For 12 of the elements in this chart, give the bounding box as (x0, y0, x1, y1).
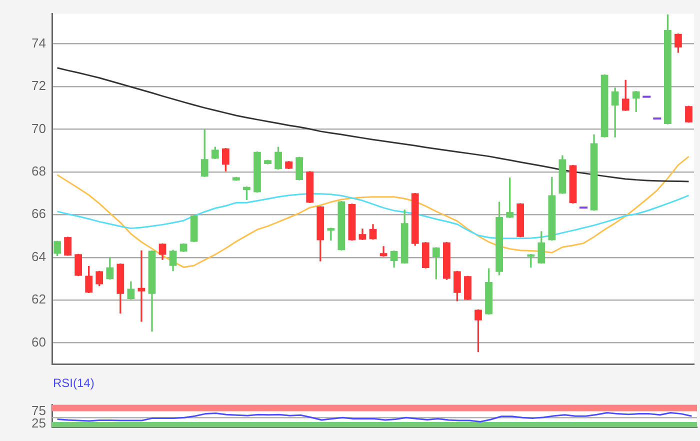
y-tick-label: 75 (32, 402, 46, 418)
y-tick-label: 25 (32, 416, 46, 431)
y-tick-label: 72 (32, 78, 46, 94)
chart-title: RSI(14) (53, 376, 94, 390)
y-tick-label: 64 (32, 248, 46, 264)
y-tick-label: 60 (32, 334, 46, 350)
y-tick-label: 62 (32, 292, 46, 307)
y-tick-label: 70 (32, 120, 46, 136)
y-tick-label: 74 (32, 35, 46, 50)
candlestick (138, 250, 146, 322)
y-tick-label: 66 (32, 206, 46, 222)
y-tick-label: 68 (32, 163, 46, 178)
